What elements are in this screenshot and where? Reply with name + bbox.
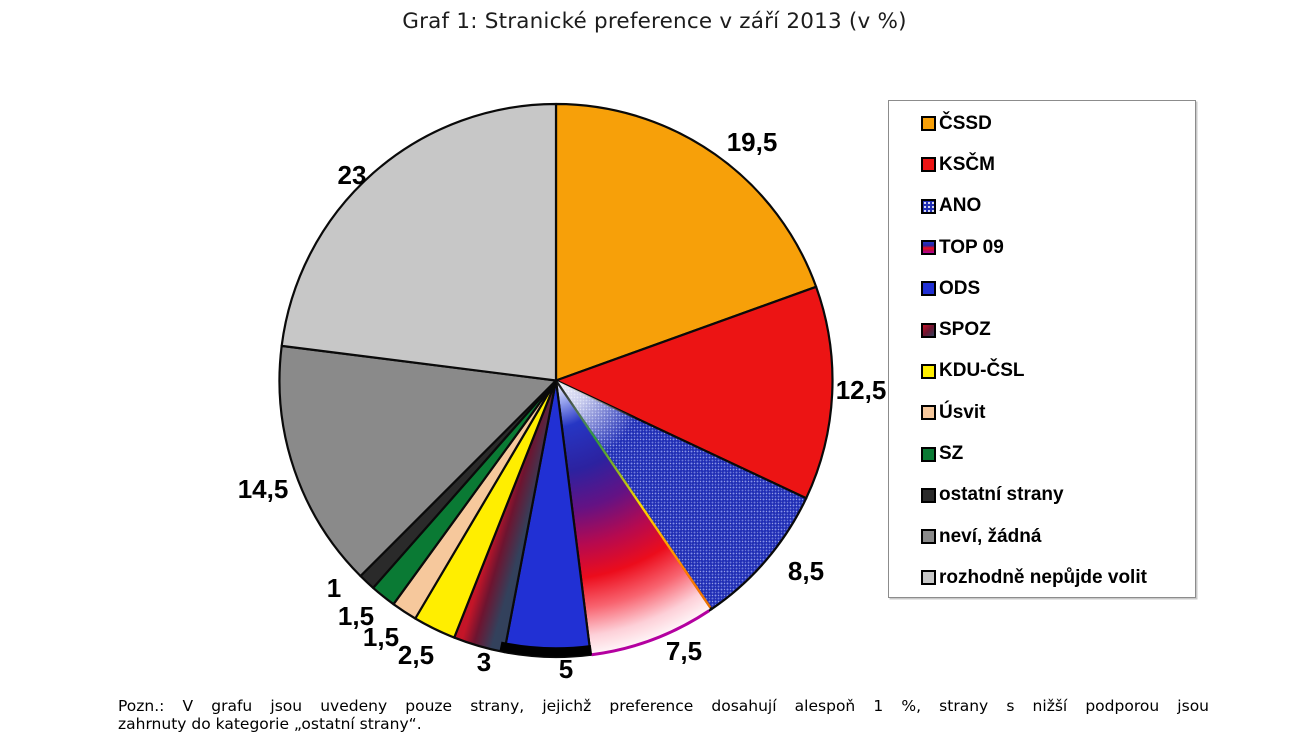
slice-value-label: 12,5 — [836, 375, 887, 405]
legend-swatch — [921, 363, 936, 379]
legend-item-label: ODS — [939, 277, 981, 299]
slice-value-label: 1 — [327, 573, 341, 603]
legend-swatch — [921, 405, 936, 421]
legend: ČSSD KSČM ANO TOP 09 ODS SPOZ KDU-ČSL Úsvit SZ os… — [888, 100, 1196, 598]
top09-edge-gradient-line — [555, 379, 712, 609]
legend-item-label: KDU-ČSL — [939, 360, 1025, 382]
pie-slice-center-highlight — [556, 380, 807, 610]
legend-item: SZ — [889, 433, 1195, 474]
slice-value-label: 7,5 — [666, 636, 702, 666]
legend-item-label: SPOZ — [939, 319, 991, 341]
legend-swatch — [921, 116, 936, 132]
pie-slice: KSČM: 12,5 % — [554, 285, 834, 500]
legend-item: KSČM — [889, 144, 1195, 185]
legend-item: neví, žádná — [889, 516, 1195, 557]
slice-value-label: 14,5 — [238, 474, 289, 504]
legend-item-label: Úsvit — [939, 401, 986, 423]
legend-item: ostatní strany — [889, 475, 1195, 516]
legend-swatch — [921, 322, 936, 338]
legend-item: Úsvit — [889, 392, 1195, 433]
legend-swatch — [921, 281, 936, 297]
chart-title: Graf 1: Stranické preference v září 2013… — [402, 9, 907, 34]
footnote-line-2: zahrnuty do kategorie „ostatní strany“. — [118, 714, 422, 733]
legend-item-label: rozhodně nepůjde volit — [939, 566, 1147, 588]
legend-item: SPOZ — [889, 309, 1195, 350]
pie-slice: ČSSD: 19,5 % — [554, 102, 818, 382]
legend-item-label: neví, žádná — [939, 525, 1042, 547]
slice-value-label: 5 — [559, 654, 573, 684]
slice-value-label: 23 — [338, 160, 367, 190]
legend-swatch — [921, 240, 936, 256]
slice-value-label: 2,5 — [398, 640, 434, 670]
slice-value-label: 19,5 — [727, 127, 778, 157]
legend-item-label: TOP 09 — [939, 236, 1004, 258]
pie-slice: rozhodně nepůjde volit: 23 % — [280, 102, 558, 382]
legend-item: TOP 09 — [889, 227, 1195, 268]
slice-value-label: 1,5 — [363, 622, 399, 652]
legend-item-label: ANO — [939, 195, 982, 217]
legend-item: KDU-ČSL — [889, 351, 1195, 392]
legend-item-label: ČSSD — [939, 112, 992, 134]
slice-value-label: 1,5 — [338, 601, 374, 631]
ods-outer-black-arc — [499, 641, 593, 657]
legend-item: rozhodně nepůjde volit — [889, 557, 1195, 598]
pie-slice: neví, žádná: 14,5 % — [278, 344, 558, 578]
legend-item-label: ostatní strany — [939, 484, 1064, 506]
legend-item: ODS — [889, 268, 1195, 309]
legend-item: ANO — [889, 186, 1195, 227]
legend-swatch — [921, 157, 936, 173]
legend-swatch — [921, 198, 936, 214]
legend-item-label: KSČM — [939, 153, 995, 175]
slice-value-label: 3 — [477, 647, 491, 677]
footnote: Pozn.: V grafu jsou uvedeny pouze strany… — [118, 698, 1209, 733]
legend-swatch — [921, 529, 936, 545]
slice-value-label: 8,5 — [788, 556, 824, 586]
footnote-line-1: Pozn.: V grafu jsou uvedeny pouze strany… — [118, 698, 1209, 715]
legend-item-label: SZ — [939, 443, 964, 465]
legend-swatch — [921, 570, 936, 586]
legend-swatch — [921, 487, 936, 503]
top09-rim-arc — [591, 609, 710, 657]
legend-swatch — [921, 446, 936, 462]
legend-item: ČSSD — [889, 103, 1195, 144]
